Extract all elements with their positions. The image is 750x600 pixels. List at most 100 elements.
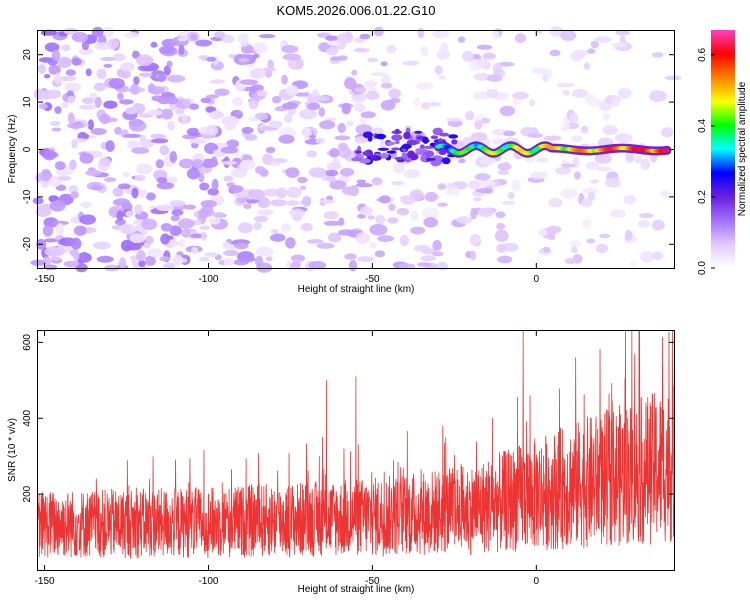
spectrogram-cell	[437, 183, 447, 190]
spectrogram-cell	[47, 89, 62, 99]
spectrogram-cell	[497, 169, 510, 175]
spectrogram-cell	[234, 242, 248, 250]
spectrogram-cell	[241, 256, 256, 262]
spectrogram-cell	[38, 103, 48, 110]
spectrogram-cell	[282, 53, 301, 61]
spectrogram-cell	[79, 214, 96, 225]
spectrogram-cell	[432, 240, 442, 251]
spectrogram-cell	[496, 243, 507, 253]
spectrogram-cell	[367, 135, 373, 142]
spectrogram-cell	[338, 217, 345, 226]
snr-series-line	[37, 330, 675, 560]
spectrogram-cell	[359, 33, 371, 40]
spectrogram-cell	[206, 94, 219, 99]
spectrogram-cell	[114, 126, 122, 135]
spectrogram-cell	[660, 189, 671, 198]
spectrogram-cell	[474, 120, 483, 130]
spectrogram-cell	[65, 69, 76, 76]
spectrogram-cell	[79, 152, 94, 164]
spectrogram-cell	[206, 56, 217, 62]
colorbar-ticks: 0.0 0.2 0.4 0.6	[697, 47, 715, 275]
spectrogram-cell	[430, 135, 439, 140]
spectrogram-cell	[425, 157, 436, 161]
spectrogram-cell	[634, 155, 643, 164]
spectrogram-cell	[145, 192, 156, 201]
spectrogram-cell	[582, 187, 598, 195]
spectrogram-cell	[204, 252, 218, 257]
y-tick-label: -20	[22, 237, 33, 252]
spectrogram-cell	[138, 189, 148, 199]
spectrogram-cell	[138, 260, 146, 267]
spectrogram-cell	[285, 85, 299, 96]
spectrogram-y-axis-label: Frequency (Hz)	[7, 115, 18, 184]
spectrogram-cell	[147, 109, 163, 116]
spectrogram-cell	[437, 202, 448, 207]
spectrogram-cell	[474, 173, 491, 181]
spectrogram-cell	[476, 44, 493, 50]
spectrogram-cell	[108, 78, 125, 89]
spectrogram-cell	[399, 234, 410, 246]
spectrogram-cell	[124, 32, 140, 38]
spectrogram-cell	[535, 29, 543, 35]
spectrogram-cell	[617, 88, 632, 99]
spectrogram-cell	[623, 194, 637, 205]
spectrogram-cell	[184, 204, 196, 210]
colorbar-tick-label: 0.0	[697, 261, 708, 275]
colorbar-tick-label: 0.6	[697, 47, 708, 61]
spectrogram-cell	[169, 200, 186, 207]
spectrogram-cell	[380, 82, 393, 89]
spectrogram-cell	[200, 231, 207, 241]
spectrogram-cell	[57, 175, 72, 181]
spectrogram-cell	[436, 49, 451, 60]
spectrogram-cell	[469, 235, 481, 244]
spectrogram-cell	[423, 217, 439, 228]
spectrogram-cell	[388, 88, 402, 99]
spectrogram-cell	[512, 91, 529, 100]
spectrogram-cell	[379, 139, 388, 148]
y-tick-label: 600	[22, 334, 33, 351]
spectrogram-cell	[351, 69, 358, 76]
spectrogram-cell	[370, 72, 387, 77]
spectrogram-cell	[462, 50, 474, 62]
spectrogram-cell	[323, 220, 342, 226]
spectrogram-cell	[439, 132, 450, 137]
spectrogram-cell	[402, 60, 420, 66]
spectrogram-cell	[63, 27, 79, 35]
spectrogram-cell	[594, 152, 612, 164]
spectrogram-cell	[374, 250, 386, 258]
spectrogram-cell	[117, 92, 124, 101]
spectrogram-cell	[125, 210, 134, 218]
spectrogram-cell	[79, 47, 93, 56]
spectrogram-cell	[138, 72, 153, 78]
spectrogram-frame	[37, 30, 675, 269]
spectrogram-cell	[311, 96, 330, 101]
spectrogram-cell	[85, 68, 92, 77]
spectrogram-cell	[186, 127, 200, 137]
spectrogram-cell	[439, 75, 446, 80]
spectrogram-cell	[327, 40, 341, 46]
spectrogram-cell	[51, 220, 69, 226]
spectrogram-cell	[560, 188, 578, 199]
spectrogram-cell	[391, 180, 404, 186]
spectrogram-cell	[278, 134, 295, 144]
spectrogram-cell	[199, 225, 211, 230]
spectrogram-cell	[257, 209, 274, 216]
spectrogram-cell	[223, 250, 239, 257]
spectrogram-cell	[442, 157, 451, 165]
spectrogram-cell	[391, 147, 401, 151]
spectrogram-cell	[54, 106, 62, 114]
spectrogram-cell	[107, 38, 120, 50]
spectrogram-cell	[614, 133, 633, 144]
spectrogram-cell	[150, 138, 169, 144]
spectrogram-cell	[51, 49, 61, 62]
spectrogram-cell	[270, 199, 287, 207]
spectrogram-cell	[141, 218, 158, 230]
spectrogram-cell	[417, 27, 425, 39]
signal-track-cell	[664, 148, 671, 153]
spectrogram-cell	[136, 163, 153, 175]
spectrogram-cell	[133, 76, 140, 85]
spectrogram-cell	[220, 146, 238, 154]
spectrogram-cell	[330, 56, 342, 61]
spectrogram-cell	[374, 133, 387, 140]
spectrogram-cell	[502, 200, 515, 205]
